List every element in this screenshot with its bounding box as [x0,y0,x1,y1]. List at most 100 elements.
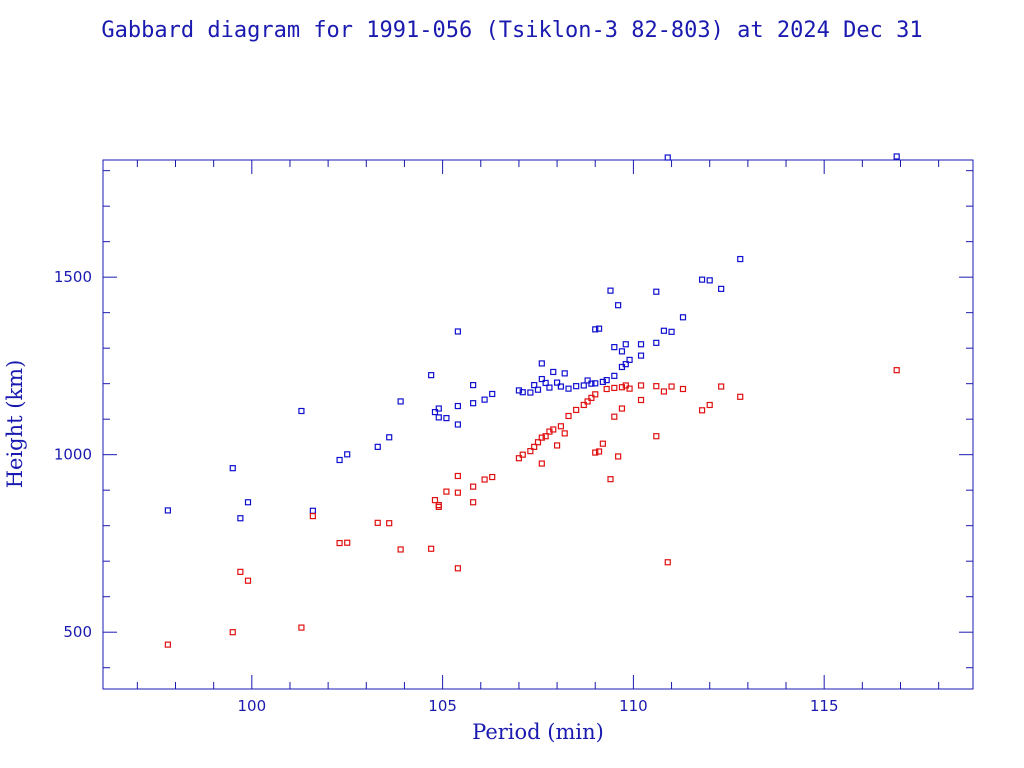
data-point [542,379,549,387]
data-point [309,512,316,520]
data-point [668,383,675,390]
data-point [435,501,442,509]
data-point [454,421,461,428]
data-point [470,400,477,407]
data-point [557,383,564,390]
data-point [298,624,305,631]
data-point [454,472,461,480]
x-tick-label: 115 [810,697,839,715]
data-point [668,328,675,335]
data-point [454,565,461,572]
data-point [626,385,633,392]
data-point [580,401,587,409]
data-point [374,519,381,526]
data-point [550,368,557,376]
data-point [386,520,393,527]
data-point [584,377,591,384]
data-point [531,381,538,389]
data-point [679,385,687,393]
data-point [534,386,542,393]
data-point [653,339,660,346]
data-point [698,276,706,283]
data-point [653,433,660,440]
data-point [344,539,351,546]
data-point [637,396,645,404]
axis-ticks [103,160,973,689]
data-point [599,378,606,385]
data-point [588,380,595,387]
data-point [588,394,595,401]
data-point [622,361,629,368]
data-point [637,341,645,348]
data-point [443,488,450,495]
data-point [428,545,435,552]
x-tick-label: 105 [428,697,457,715]
data-point [653,288,660,295]
data-point [557,423,564,430]
data-point [573,406,580,414]
data-point [611,344,618,351]
data-point [626,356,633,363]
data-point [538,434,545,441]
data-point [565,385,572,392]
data-point [660,388,668,395]
data-point [698,407,706,414]
data-point [519,389,526,396]
data-point [515,387,523,394]
data-point [454,328,461,335]
data-point [611,372,618,379]
data-point [653,383,660,390]
data-point [542,433,549,440]
data-point [607,287,614,294]
data-point [489,390,496,398]
data-point [592,380,599,387]
data-point [637,382,645,389]
data-point [618,348,626,355]
data-point [607,476,614,483]
data-point [435,414,442,421]
data-point [592,391,599,398]
data-point [618,384,626,391]
data-point [595,448,603,455]
data-point [622,341,629,348]
data-point [527,448,534,455]
data-point [470,483,477,490]
data-point [611,413,618,420]
x-axis-label: Period (min) [472,720,604,744]
chart-title: Gabbard diagram for 1991-056 (Tsiklon-3 … [101,18,922,43]
data-point [336,456,343,464]
data-point [538,360,545,367]
data-point [344,451,351,458]
data-point [664,154,671,161]
data-point [718,285,725,292]
data-point [553,379,561,386]
data-point [603,385,610,393]
data-point [706,401,713,409]
data-points [164,153,900,648]
data-point [603,377,610,384]
data-point [622,382,629,389]
data-point [237,515,244,522]
data-point [706,277,713,284]
data-point [618,405,626,412]
data-point [336,539,343,547]
data-point [615,302,622,309]
data-point [664,559,671,566]
y-tick-label: 500 [63,623,92,641]
data-point [386,434,393,441]
data-point [718,383,725,390]
data-point [431,497,439,504]
data-point [584,398,591,405]
data-point [595,325,603,332]
data-point [527,389,534,396]
data-point [397,546,404,553]
data-point [580,382,587,389]
data-point [164,507,171,514]
data-point [454,402,461,410]
data-point [519,451,526,458]
data-point [443,415,450,422]
data-point [374,443,381,450]
data-point [679,314,687,321]
y-tick-label: 1000 [54,446,92,464]
y-axis-label: Height (km) [3,360,27,489]
